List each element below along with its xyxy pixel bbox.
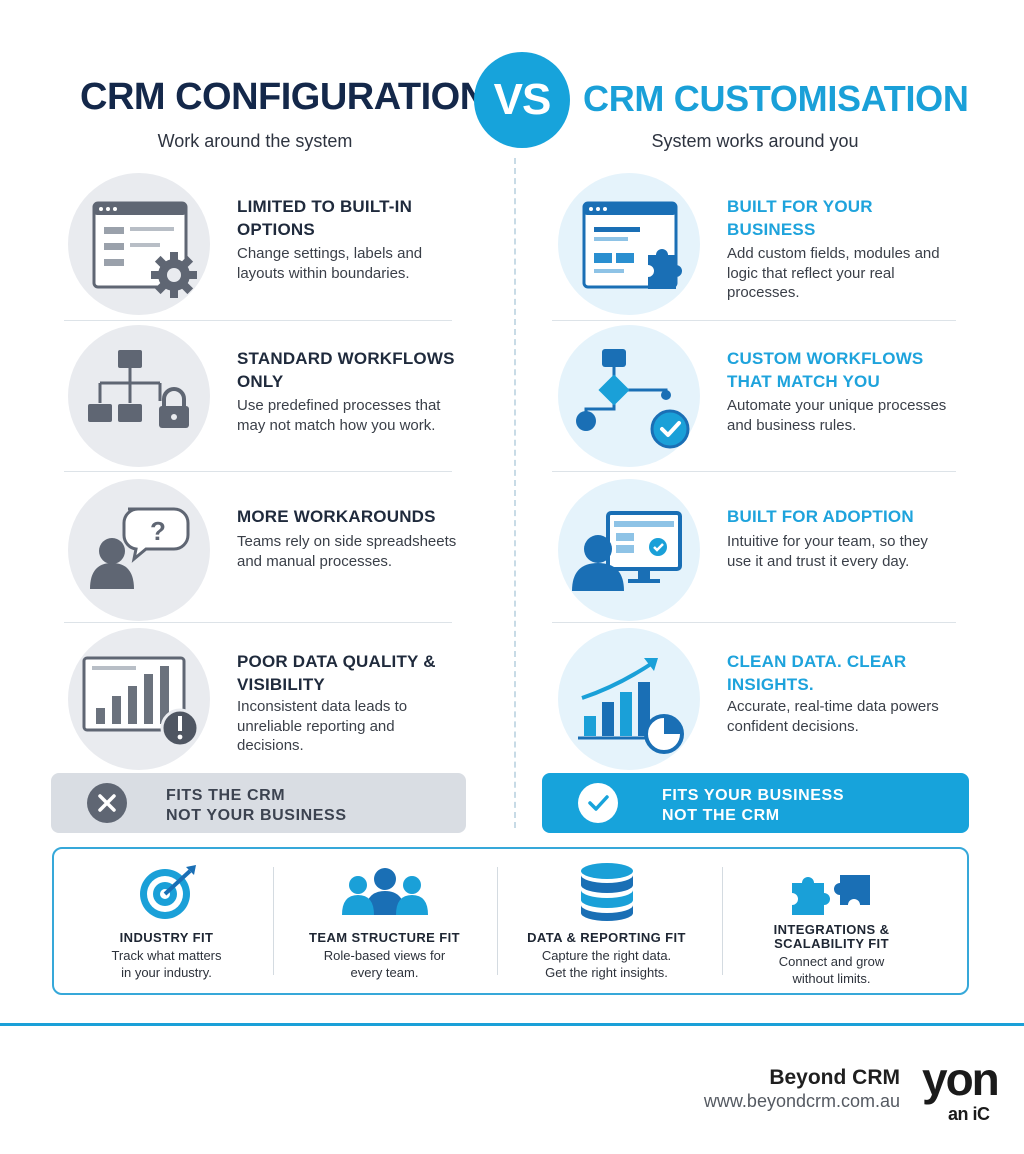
row-heading: BUILT FOR YOUR BUSINESS [727,197,873,239]
fit-desc-line-2: Get the right insights. [545,965,668,980]
vs-badge: VS [474,52,570,148]
row-description: Inconsistent data leads to unreliable re… [237,698,408,754]
row-divider [64,320,452,321]
close-icon [87,783,127,823]
config-row-options: LIMITED TO BUILT-IN OPTIONS Change setti… [62,169,462,319]
fit-title: INDUSTRY FIT [119,930,214,945]
row-divider [552,471,956,472]
custom-row-clean-data: CLEAN DATA. CLEAR INSIGHTS. Accurate, re… [552,624,952,774]
footer-divider [0,1023,1024,1026]
row-heading: CUSTOM WORKFLOWS THAT MATCH YOU [727,349,924,391]
row-heading: LIMITED TO BUILT-IN OPTIONS [237,197,413,239]
row-heading: POOR DATA QUALITY & VISIBILITY [237,652,436,694]
fit-panel: INDUSTRY FIT Track what matters in your … [52,847,969,995]
banner-line-2: NOT THE CRM [662,806,780,824]
row-heading: BUILT FOR ADOPTION [727,507,914,526]
fit-divider [722,867,723,975]
window-puzzle-icon [558,173,700,315]
database-icon [580,863,633,921]
puzzle-pieces-icon [791,875,870,915]
target-icon [139,865,196,919]
center-divider [514,158,516,828]
banner-line-1: FITS YOUR BUSINESS [662,787,845,804]
row-divider [64,471,452,472]
row-heading: STANDARD WORKFLOWS ONLY [237,349,455,391]
row-heading: MORE WORKAROUNDS [237,507,436,526]
check-icon [578,783,618,823]
team-icon [341,868,428,915]
fit-desc-line-2: every team. [350,965,419,980]
fit-divider [273,867,274,975]
row-heading: CLEAN DATA. CLEAR INSIGHTS. [727,652,907,694]
custom-row-adoption: BUILT FOR ADOPTION Intuitive for your te… [552,475,952,625]
chart-growth-icon [558,628,700,770]
customisation-title: CRM CUSTOMISATION [583,78,969,119]
fit-title-line-2: SCALABILITY FIT [774,936,889,951]
fit-desc-line-1: Connect and grow [778,954,885,969]
row-description: Accurate, real-time data powers confiden… [727,698,939,735]
fits-crm-banner: FITS THE CRM NOT YOUR BUSINESS [51,773,466,833]
fit-integrations: INTEGRATIONS & SCALABILITY FIT Connect a… [719,849,944,993]
config-row-workarounds: ? MORE WORKAROUNDS Teams rely on side sp… [62,475,462,625]
row-description: Teams rely on side spreadsheets and manu… [237,533,457,570]
banner-line-1: FITS THE CRM [166,787,286,804]
fit-data-reporting: DATA & REPORTING FIT Capture the right d… [494,849,719,993]
workflow-lock-icon [68,325,210,467]
config-row-workflows: STANDARD WORKFLOWS ONLY Use predefined p… [62,321,462,471]
fit-divider [497,867,498,975]
logo-text-sub: an iC [948,1104,990,1124]
custom-row-business: BUILT FOR YOUR BUSINESS Add custom field… [552,169,952,319]
row-description: Intuitive for your team, so they use it … [727,533,928,570]
row-divider [552,320,956,321]
fit-title-line-1: INTEGRATIONS & [773,922,890,937]
logo-text-main: yon [922,1058,1000,1105]
fit-desc-line-2: in your industry. [121,965,212,980]
brand-name: Beyond CRM [769,1066,900,1089]
row-description: Automate your unique processes and busin… [727,397,947,434]
config-row-data-quality: POOR DATA QUALITY & VISIBILITY Inconsist… [62,624,462,774]
configuration-subtitle: Work around the system [157,131,353,151]
fit-desc-line-1: Role-based views for [323,948,446,963]
row-description: Use predefined processes that may not ma… [237,397,441,434]
configuration-title: CRM CONFIGURATION [80,76,487,118]
window-gear-icon [68,173,210,315]
banner-line-2: NOT YOUR BUSINESS [166,806,347,824]
fit-industry: INDUSTRY FIT Track what matters in your … [54,849,279,993]
fits-business-banner: FITS YOUR BUSINESS NOT THE CRM [542,773,969,833]
fit-desc-line-2: without limits. [792,971,871,986]
row-description: Add custom fields, modules and logic tha… [727,245,940,301]
fit-team-structure: TEAM STRUCTURE FIT Role-based views for … [272,849,497,993]
brand-logo: yon an iC [920,1058,1004,1132]
custom-row-workflows: CUSTOM WORKFLOWS THAT MATCH YOU Automate… [552,321,952,471]
banner-text: FITS THE CRM NOT YOUR BUSINESS [166,786,347,825]
fit-title: TEAM STRUCTURE FIT [309,930,460,945]
row-description: Change settings, labels and layouts with… [237,245,423,282]
user-question-icon: ? [68,479,210,621]
workflow-check-icon [558,325,700,467]
fit-desc-line-1: Track what matters [111,948,222,963]
customisation-subtitle: System works around you [651,131,859,151]
user-monitor-icon [558,479,700,621]
row-divider [552,622,956,623]
banner-text: FITS YOUR BUSINESS NOT THE CRM [662,786,844,825]
fit-title: DATA & REPORTING FIT [527,930,686,945]
fit-desc-line-1: Capture the right data. [541,948,672,963]
chart-warning-icon [68,628,210,770]
svg-text:?: ? [150,516,166,546]
row-divider [64,622,452,623]
brand-url[interactable]: www.beyondcrm.com.au [703,1091,900,1111]
